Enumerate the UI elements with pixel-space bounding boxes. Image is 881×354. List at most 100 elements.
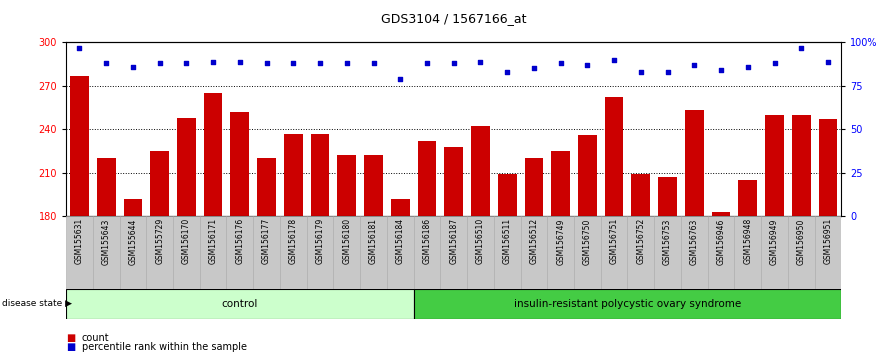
Bar: [578, 135, 596, 216]
Point: [313, 61, 327, 66]
Text: GSM156171: GSM156171: [209, 218, 218, 264]
Point: [607, 57, 621, 63]
Point: [366, 61, 381, 66]
Text: GSM156763: GSM156763: [690, 218, 699, 264]
Bar: [818, 119, 837, 216]
Bar: [471, 126, 490, 216]
Text: GSM156187: GSM156187: [449, 218, 458, 264]
Bar: [146, 216, 173, 292]
Point: [340, 61, 354, 66]
Bar: [685, 110, 704, 216]
Bar: [307, 216, 333, 292]
Bar: [226, 216, 253, 292]
Text: GSM156750: GSM156750: [583, 218, 592, 264]
Bar: [391, 199, 410, 216]
Bar: [93, 216, 120, 292]
Bar: [815, 216, 841, 292]
Bar: [333, 216, 360, 292]
Text: percentile rank within the sample: percentile rank within the sample: [82, 342, 247, 352]
Text: count: count: [82, 333, 109, 343]
Bar: [766, 115, 784, 216]
Text: ■: ■: [66, 333, 75, 343]
Text: GSM156176: GSM156176: [235, 218, 244, 264]
Bar: [524, 158, 544, 216]
Bar: [444, 147, 463, 216]
Text: GSM155631: GSM155631: [75, 218, 84, 264]
Bar: [204, 93, 223, 216]
Bar: [413, 216, 440, 292]
Text: GSM156946: GSM156946: [716, 218, 726, 264]
Bar: [712, 212, 730, 216]
Bar: [498, 174, 516, 216]
Bar: [360, 216, 387, 292]
Bar: [604, 97, 624, 216]
Bar: [494, 216, 521, 292]
Point: [687, 62, 701, 68]
Text: GSM156752: GSM156752: [636, 218, 646, 264]
Text: ■: ■: [66, 342, 75, 352]
Text: GSM156948: GSM156948: [744, 218, 752, 264]
Bar: [66, 289, 413, 319]
Bar: [120, 216, 146, 292]
Bar: [66, 216, 93, 292]
Bar: [627, 216, 655, 292]
Text: GSM155729: GSM155729: [155, 218, 164, 264]
Bar: [177, 118, 196, 216]
Bar: [173, 216, 200, 292]
Text: GSM156753: GSM156753: [663, 218, 672, 264]
Point: [741, 64, 755, 70]
Bar: [337, 155, 356, 216]
Point: [260, 61, 274, 66]
Text: insulin-resistant polycystic ovary syndrome: insulin-resistant polycystic ovary syndr…: [514, 298, 741, 309]
Bar: [521, 216, 547, 292]
Point: [72, 45, 86, 51]
Bar: [151, 151, 169, 216]
Bar: [418, 141, 436, 216]
Point: [794, 45, 808, 51]
Bar: [792, 115, 811, 216]
Text: GSM156184: GSM156184: [396, 218, 404, 264]
Bar: [655, 216, 681, 292]
Bar: [547, 216, 574, 292]
Bar: [253, 216, 280, 292]
Text: GSM156511: GSM156511: [503, 218, 512, 264]
Text: GSM156178: GSM156178: [289, 218, 298, 264]
Text: GSM156170: GSM156170: [181, 218, 191, 264]
Bar: [97, 158, 115, 216]
Text: GDS3104 / 1567166_at: GDS3104 / 1567166_at: [381, 12, 527, 25]
Bar: [707, 216, 735, 292]
Point: [152, 61, 167, 66]
Text: GSM155644: GSM155644: [129, 218, 137, 264]
Text: GSM155643: GSM155643: [101, 218, 111, 264]
Text: GSM156510: GSM156510: [476, 218, 485, 264]
Bar: [467, 216, 494, 292]
Point: [206, 59, 220, 64]
Point: [180, 61, 194, 66]
Point: [714, 67, 728, 73]
Point: [100, 61, 114, 66]
Bar: [574, 216, 601, 292]
Bar: [364, 155, 383, 216]
Bar: [681, 216, 707, 292]
Point: [527, 66, 541, 72]
Bar: [257, 158, 276, 216]
Point: [821, 59, 835, 64]
Point: [393, 76, 407, 82]
Text: GSM156749: GSM156749: [556, 218, 565, 264]
Bar: [735, 216, 761, 292]
Bar: [632, 174, 650, 216]
Bar: [738, 180, 757, 216]
Bar: [387, 216, 413, 292]
Point: [633, 69, 648, 75]
Text: control: control: [222, 298, 258, 309]
Point: [233, 59, 247, 64]
Bar: [658, 177, 677, 216]
Text: GSM156951: GSM156951: [824, 218, 833, 264]
Bar: [280, 216, 307, 292]
Point: [473, 59, 487, 64]
Bar: [123, 199, 142, 216]
Point: [767, 61, 781, 66]
Text: disease state ▶: disease state ▶: [2, 299, 71, 308]
Point: [126, 64, 140, 70]
Bar: [413, 289, 841, 319]
